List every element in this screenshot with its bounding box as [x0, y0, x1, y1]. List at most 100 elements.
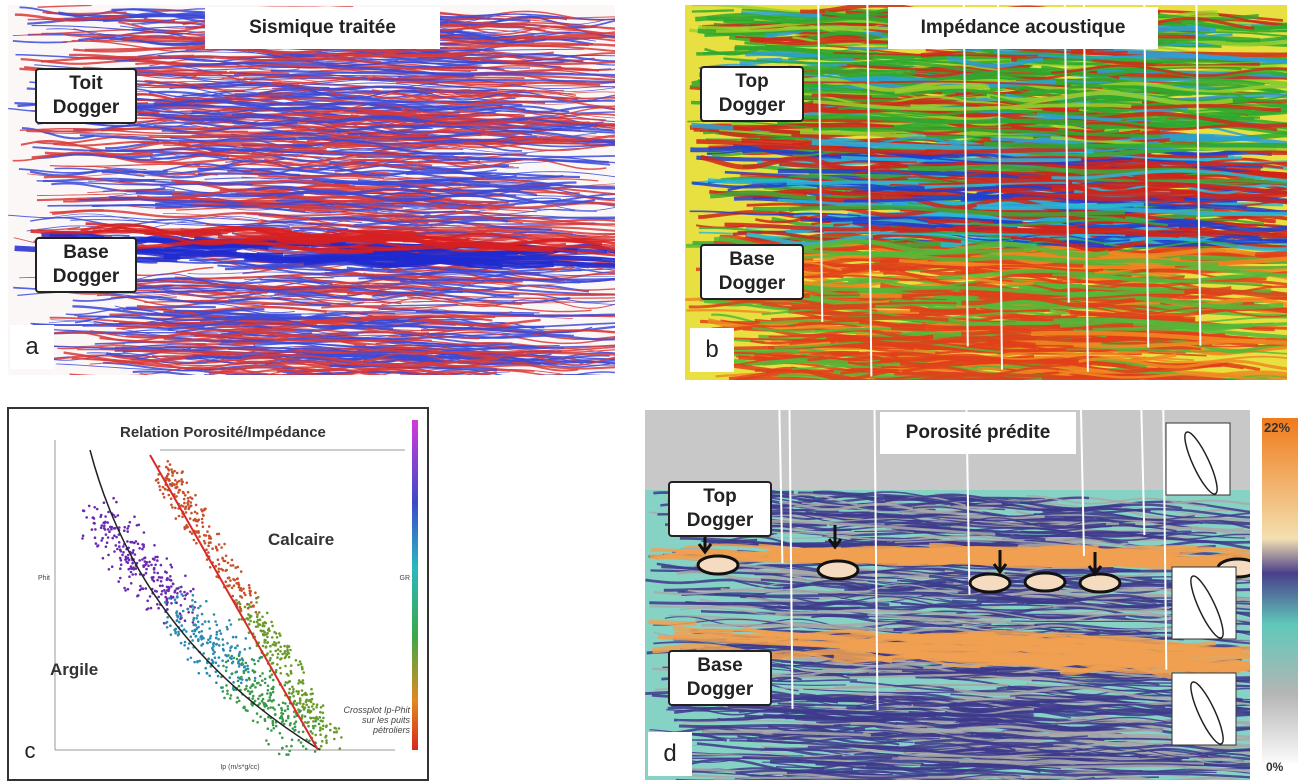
scatter-dot	[246, 607, 250, 610]
scatter-dot	[194, 503, 198, 507]
texture	[1028, 763, 1250, 769]
scatter-dot	[285, 672, 289, 676]
texture	[935, 350, 990, 355]
scatter-dot	[229, 694, 233, 697]
scatter-dot	[277, 703, 281, 707]
texture	[395, 51, 444, 55]
scatter-dot	[287, 753, 290, 756]
scatter-dot	[161, 485, 165, 489]
scatter-dot	[338, 747, 342, 750]
scatter-dot	[232, 656, 236, 660]
scatter-dot	[237, 699, 241, 703]
scatter-dot	[214, 661, 218, 664]
texture	[82, 224, 396, 242]
texture	[18, 168, 97, 174]
scatter-dot	[247, 603, 251, 606]
texture	[56, 363, 201, 371]
scatter-dot	[132, 567, 136, 571]
texture	[162, 163, 517, 179]
scatter-dot	[329, 728, 332, 732]
scatter-dot	[228, 619, 231, 622]
arrow	[827, 525, 843, 550]
scatter-dot	[216, 674, 220, 678]
scatter-dot	[260, 656, 264, 659]
scatter-dot	[192, 616, 196, 620]
texture	[308, 138, 615, 152]
scatter-dot	[275, 642, 278, 645]
scatter-dot	[270, 620, 273, 624]
scatter-dot	[114, 515, 117, 519]
scatter-dot	[141, 558, 144, 561]
texture	[136, 304, 233, 319]
inset-ellipse	[1190, 575, 1224, 639]
scatter-dot	[238, 662, 241, 666]
scatter-dot	[170, 585, 173, 588]
scatter-dot	[252, 694, 255, 698]
texture	[662, 726, 1006, 743]
texture	[994, 652, 1250, 668]
scatter-dot	[335, 730, 338, 734]
texture	[931, 377, 994, 380]
scatter-dot	[188, 517, 192, 520]
scatter-dot	[127, 558, 131, 562]
scatter-dot	[200, 637, 203, 641]
scatter-dot	[253, 676, 257, 680]
scatter-dot	[171, 506, 174, 509]
texture	[990, 94, 1129, 106]
texture	[912, 506, 1195, 521]
texture	[421, 90, 615, 100]
texture	[162, 213, 277, 223]
scatter-dot	[279, 650, 282, 653]
scatter-dot	[179, 590, 182, 593]
texture	[700, 154, 918, 172]
texture	[1031, 330, 1287, 345]
scatter-dot	[244, 593, 247, 597]
texture	[1090, 101, 1287, 109]
scatter-dot	[156, 555, 159, 559]
texture	[719, 122, 895, 131]
scatter-dot	[123, 529, 126, 532]
scatter-dot	[143, 556, 146, 560]
scatter-dot	[309, 700, 313, 704]
scatter-dot	[217, 567, 221, 571]
texture	[417, 121, 615, 127]
texture	[894, 84, 985, 94]
texture	[183, 334, 286, 342]
scatter-dot	[168, 596, 171, 600]
scale-min: 0%	[1266, 760, 1284, 774]
scatter-dot	[243, 648, 247, 651]
scatter-dot	[258, 618, 262, 622]
scatter-dot	[276, 648, 280, 651]
scatter-dot	[149, 606, 153, 610]
scatter-dot	[168, 479, 171, 482]
scatter-dot	[193, 600, 197, 604]
texture	[409, 154, 615, 164]
texture	[862, 290, 1151, 303]
texture	[346, 374, 360, 375]
scatter-dot	[276, 652, 280, 656]
texture	[171, 376, 303, 377]
scatter-dot	[110, 565, 114, 568]
scatter-dot	[259, 629, 263, 632]
texture	[42, 11, 127, 15]
scatter-dot	[215, 642, 219, 646]
scatter-dot	[194, 493, 197, 497]
scatter-dot	[314, 719, 318, 723]
texture	[786, 47, 842, 59]
scatter-dot	[298, 710, 301, 714]
scatter-dot	[156, 559, 159, 562]
texture	[789, 513, 1120, 525]
scatter-dot	[229, 656, 232, 659]
scatter-dot	[321, 727, 325, 731]
scatter-dot	[174, 479, 177, 482]
texture	[744, 232, 908, 247]
scatter-dot	[236, 679, 240, 683]
scatter-dot	[279, 634, 282, 637]
texture	[307, 360, 615, 370]
scatter-dot	[304, 691, 307, 695]
scatter-dot	[130, 551, 134, 555]
scatter-dot	[321, 711, 325, 715]
scatter-dot	[258, 656, 262, 660]
scatter-dot	[153, 544, 156, 547]
scatter-dot	[202, 534, 206, 537]
